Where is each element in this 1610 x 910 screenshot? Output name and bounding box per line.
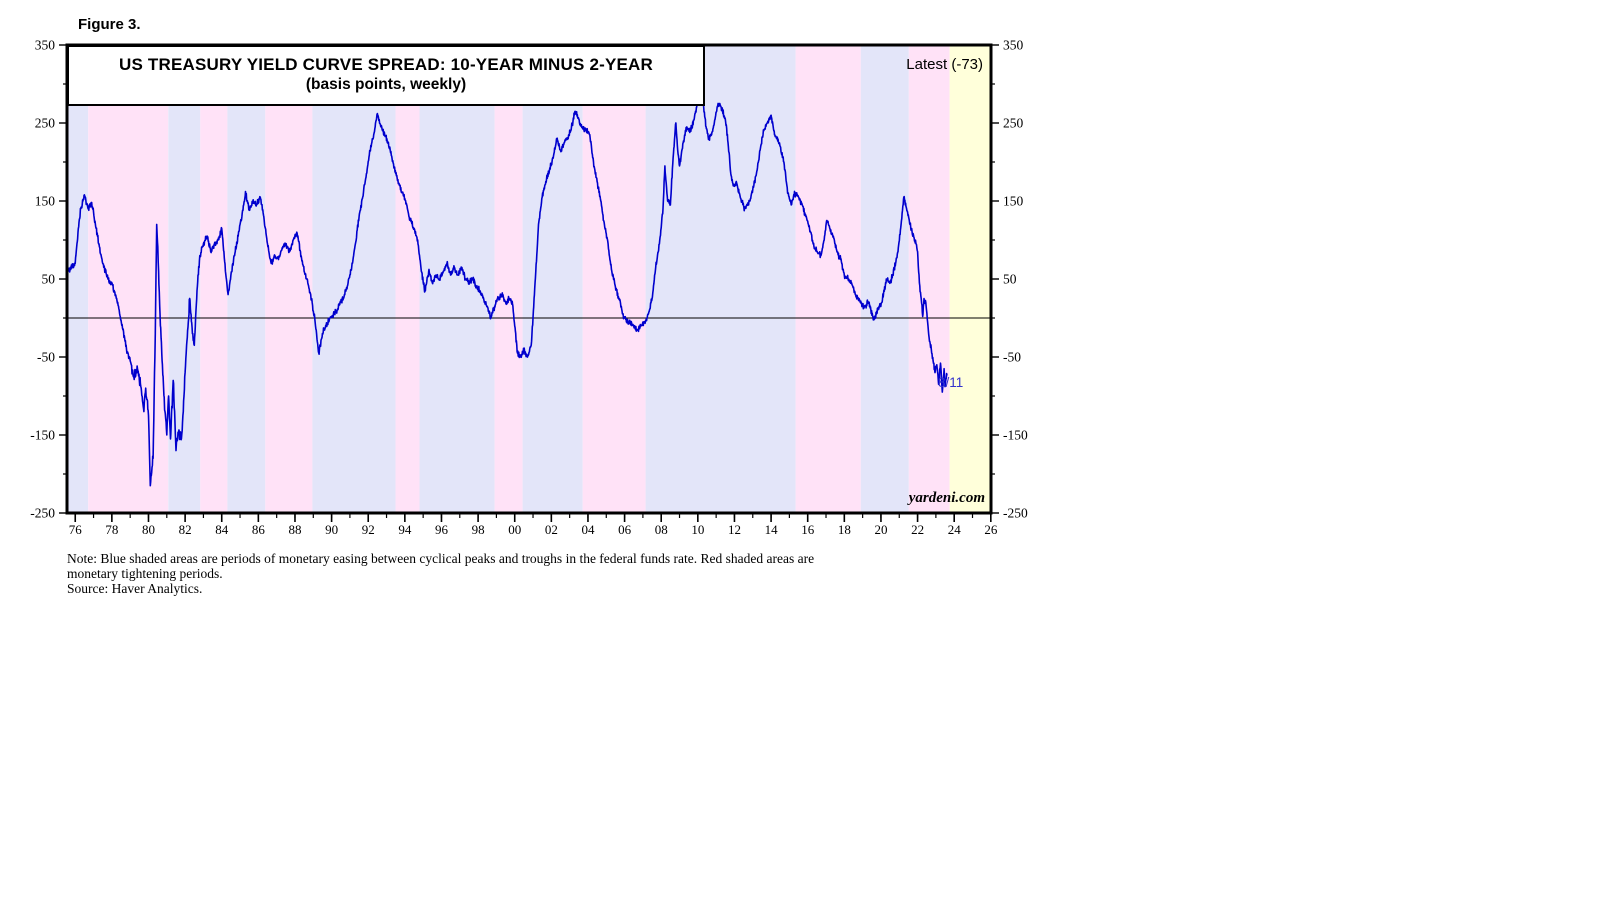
y-tick-label-right: -250 [1003,506,1028,521]
x-tick-label: 24 [948,522,962,537]
x-tick-label: 90 [325,522,338,537]
source-line: Source: Haver Analytics. [67,581,203,596]
x-tick-label: 88 [288,522,301,537]
tightening-band [88,45,169,513]
y-tick-label-right: 250 [1003,116,1024,131]
forecast-band [949,45,991,513]
tightening-band [908,45,950,513]
y-tick-label-right: 50 [1003,272,1017,287]
series-end-date-label: 8/11 [938,375,964,390]
x-tick-label: 94 [398,522,412,537]
figure-label: Figure 3. [78,16,141,33]
y-tick-label-left: -150 [30,428,55,443]
x-tick-label: 02 [545,522,558,537]
tightening-band [494,45,523,513]
chart-subtitle: (basis points, weekly) [305,76,467,93]
note-line-1: Note: Blue shaded areas are periods of m… [67,551,815,566]
tightening-band [795,45,861,513]
x-tick-label: 26 [984,522,998,537]
chart-title: US TREASURY YIELD CURVE SPREAD: 10-YEAR … [118,55,654,74]
x-tick-label: 96 [435,522,449,537]
note-line-2: monetary tightening periods. [67,566,223,581]
easing-band [227,45,266,513]
y-tick-label-left: 350 [35,38,56,53]
x-tick-label: 78 [105,522,118,537]
x-tick-label: 92 [362,522,375,537]
easing-band [168,45,201,513]
y-tick-label-left: -50 [37,350,55,365]
x-tick-label: 08 [655,522,668,537]
y-tick-label-right: -150 [1003,428,1028,443]
chart-title-box: US TREASURY YIELD CURVE SPREAD: 10-YEAR … [67,45,705,106]
tightening-band [200,45,228,513]
y-tick-label-left: 250 [35,116,56,131]
y-tick-label-right: 350 [1003,38,1024,53]
x-tick-label: 98 [472,522,485,537]
easing-band [645,45,796,513]
footnote-block: Note: Blue shaded areas are periods of m… [67,551,917,596]
x-tick-label: 12 [728,522,741,537]
x-tick-label: 04 [581,522,595,537]
y-tick-label-left: 50 [42,272,56,287]
x-tick-label: 18 [838,522,851,537]
easing-band [860,45,909,513]
y-tick-label-left: 150 [35,194,56,209]
x-tick-label: 20 [874,522,887,537]
x-tick-label: 76 [69,522,83,537]
plot-canvas: 350 350 250 250 150 150 50 50 -50 -50 -150 -150 -250… [30,38,1028,538]
easing-band [312,45,396,513]
x-tick-label: 00 [508,522,521,537]
watermark-text: yardeni.com [908,490,985,506]
y-tick-label-right: 150 [1003,194,1024,209]
tightening-band [265,45,313,513]
tightening-band [395,45,420,513]
spread-line [67,93,948,487]
y-tick-label-right: -50 [1003,350,1021,365]
y-tick-label-left: -250 [30,506,55,521]
x-tick-label: 84 [215,522,229,537]
x-tick-label: 06 [618,522,632,537]
easing-band [419,45,495,513]
x-tick-label: 86 [252,522,266,537]
latest-value-label: Latest (-73) [906,56,983,73]
x-tick-label: 82 [179,522,192,537]
x-tick-label: 16 [801,522,815,537]
x-tick-label: 80 [142,522,155,537]
x-tick-label: 10 [691,522,704,537]
x-tick-label: 14 [765,522,779,537]
yield-curve-spread-chart: 350 350 250 250 150 150 50 50 -50 -50 -150 -150 -250… [0,0,1040,545]
easing-band [67,45,89,513]
x-tick-label: 22 [911,522,924,537]
